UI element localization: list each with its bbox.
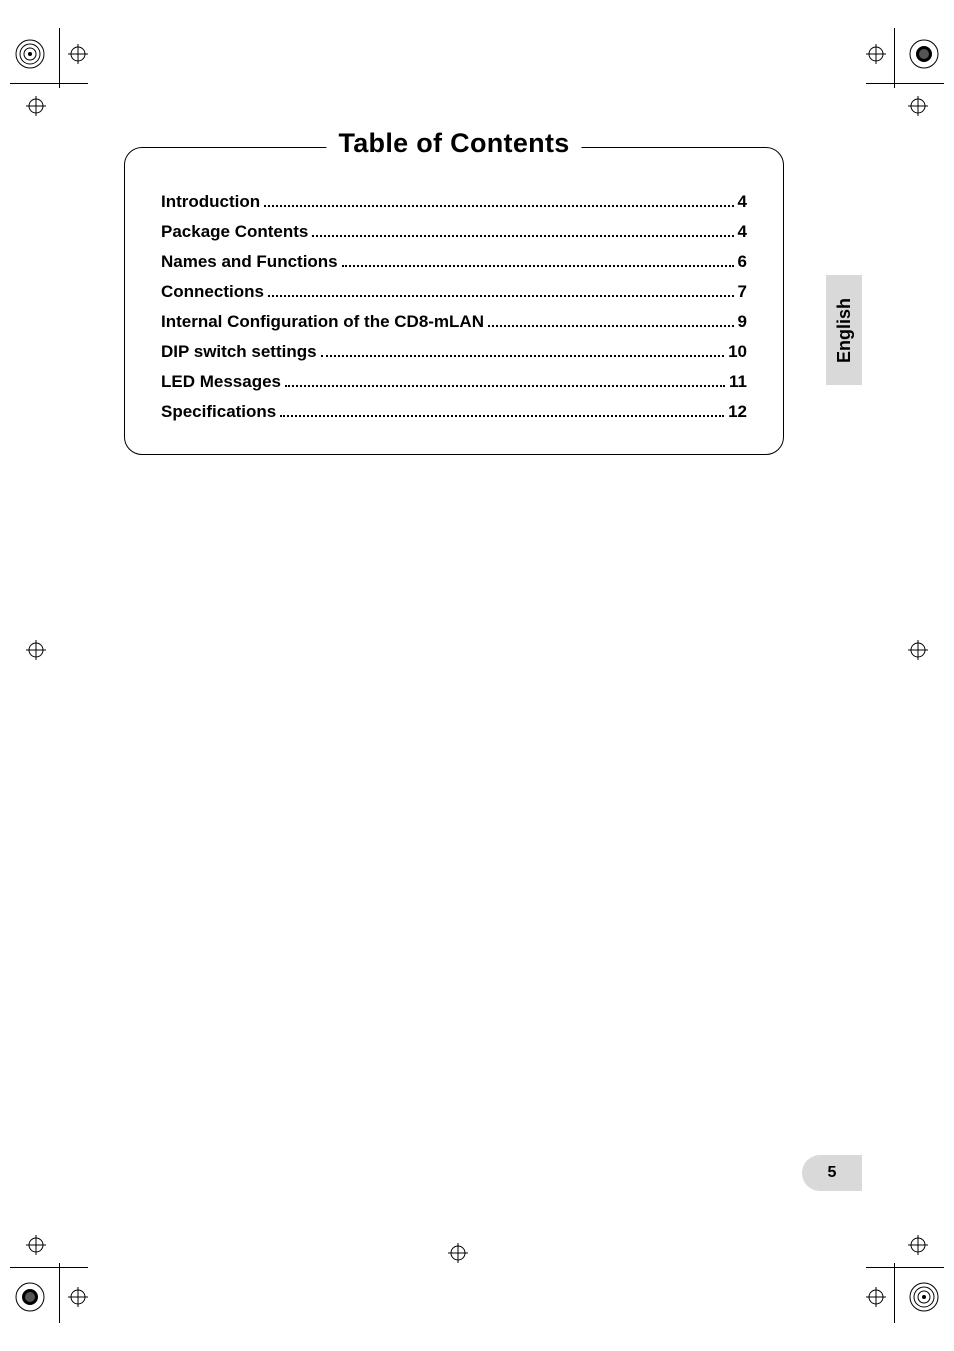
- registration-cross-icon: [68, 1287, 88, 1307]
- registration-cross-icon: [866, 1287, 886, 1307]
- registration-cross-icon: [26, 1235, 46, 1255]
- toc-dots: [488, 325, 734, 327]
- toc-row: Internal Configuration of the CD8-mLAN 9: [161, 312, 747, 332]
- toc-row: Specifications 12: [161, 402, 747, 422]
- toc-dots: [321, 355, 725, 357]
- toc-page-number: 12: [728, 402, 747, 422]
- registration-circle-icon: [14, 1281, 46, 1313]
- toc-dots: [268, 295, 734, 297]
- crop-mark-icon: [59, 1263, 60, 1323]
- toc-page-number: 7: [738, 282, 747, 302]
- toc-page-number: 6: [738, 252, 747, 272]
- language-tab: English: [826, 275, 862, 385]
- toc-page-number: 4: [738, 192, 747, 212]
- toc-page-number: 9: [738, 312, 747, 332]
- crop-mark-icon: [10, 83, 88, 84]
- toc-label: Names and Functions: [161, 252, 338, 272]
- toc-label: Specifications: [161, 402, 276, 422]
- crop-mark-icon: [894, 1263, 895, 1323]
- toc-dots: [342, 265, 734, 267]
- toc-page-number: 4: [738, 222, 747, 242]
- toc-label: Introduction: [161, 192, 260, 212]
- toc-row: Package Contents 4: [161, 222, 747, 242]
- registration-cross-icon: [908, 96, 928, 116]
- registration-cross-icon: [908, 640, 928, 660]
- crop-mark-icon: [59, 28, 60, 88]
- crop-mark-icon: [866, 1267, 944, 1268]
- toc-row: Introduction 4: [161, 192, 747, 212]
- toc-label: Package Contents: [161, 222, 308, 242]
- registration-cross-icon: [448, 1243, 468, 1263]
- toc-title-wrap: Table of Contents: [326, 128, 581, 159]
- toc-row: DIP switch settings 10: [161, 342, 747, 362]
- page-number-tab: 5: [802, 1155, 862, 1191]
- registration-circle-icon: [14, 38, 46, 70]
- toc-dots: [280, 415, 724, 417]
- toc-dots: [264, 205, 733, 207]
- crop-mark-icon: [866, 83, 944, 84]
- toc-page-number: 11: [729, 372, 747, 392]
- registration-cross-icon: [68, 44, 88, 64]
- page-number: 5: [828, 1164, 837, 1182]
- registration-cross-icon: [26, 96, 46, 116]
- document-page: Table of Contents Introduction 4 Package…: [0, 0, 954, 1351]
- toc-row: Connections 7: [161, 282, 747, 302]
- language-tab-label: English: [834, 297, 855, 362]
- registration-cross-icon: [908, 1235, 928, 1255]
- toc-label: DIP switch settings: [161, 342, 317, 362]
- toc-page-number: 10: [728, 342, 747, 362]
- crop-mark-icon: [894, 28, 895, 88]
- toc-label: LED Messages: [161, 372, 281, 392]
- registration-cross-icon: [26, 640, 46, 660]
- toc-label: Internal Configuration of the CD8-mLAN: [161, 312, 484, 332]
- registration-circle-icon: [908, 38, 940, 70]
- toc-box: Table of Contents Introduction 4 Package…: [124, 147, 784, 455]
- toc-dots: [312, 235, 733, 237]
- toc-row: Names and Functions 6: [161, 252, 747, 272]
- registration-circle-icon: [908, 1281, 940, 1313]
- crop-mark-icon: [10, 1267, 88, 1268]
- toc-row: LED Messages 11: [161, 372, 747, 392]
- toc-label: Connections: [161, 282, 264, 302]
- toc-title: Table of Contents: [338, 128, 569, 158]
- toc-dots: [285, 385, 725, 387]
- registration-cross-icon: [866, 44, 886, 64]
